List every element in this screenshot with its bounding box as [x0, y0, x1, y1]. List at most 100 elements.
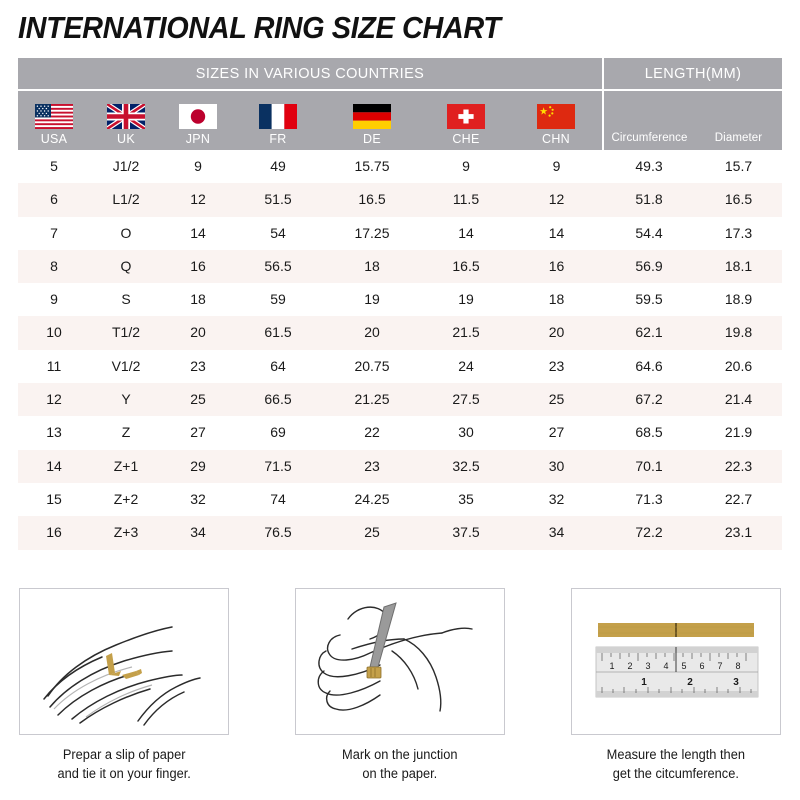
- table-cell: J1/2: [90, 150, 162, 184]
- table-cell: 14: [510, 216, 603, 250]
- table-cell: 21.25: [322, 383, 422, 417]
- table-cell: 35: [422, 482, 510, 517]
- table-cell: 18: [322, 249, 422, 284]
- table-cell: 25: [162, 383, 234, 417]
- col-header-diameter: Diameter: [695, 90, 783, 150]
- caption-line-2: get the citcumference.: [612, 766, 740, 781]
- instruction-panel-1: Prepar a slip of paper and tie it on you…: [18, 588, 230, 783]
- table-cell: 15: [18, 482, 90, 517]
- table-cell: 20: [162, 316, 234, 350]
- table-cell: 11.5: [422, 183, 510, 217]
- table-cell: 64.6: [603, 349, 695, 384]
- svg-text:1: 1: [641, 677, 647, 688]
- svg-text:3: 3: [645, 661, 650, 671]
- table-cell: 23: [510, 349, 603, 384]
- country-header-row: USA: [18, 90, 783, 150]
- col-header-uk: UK: [90, 90, 162, 150]
- table-cell: 54: [234, 216, 322, 250]
- table-cell: 16.5: [322, 183, 422, 217]
- table-cell: 18: [510, 283, 603, 317]
- table-cell: 54.4: [603, 216, 695, 250]
- table-cell: 69: [234, 416, 322, 450]
- table-cell: 19: [422, 283, 510, 317]
- table-cell: 76.5: [234, 516, 322, 550]
- flag-switzerland-icon: [447, 104, 485, 129]
- table-cell: 56.9: [603, 249, 695, 284]
- table-cell: 18.9: [695, 283, 783, 317]
- table-cell: 29: [162, 449, 234, 483]
- table-cell: Z+1: [90, 449, 162, 483]
- table-cell: 14: [162, 216, 234, 250]
- group-header-sizes: SIZES IN VARIOUS COUNTRIES: [18, 58, 604, 91]
- table-cell: 27: [162, 416, 234, 450]
- table-row: 14 Z+1 29 71.5 23 32.5 30 70.1 22.3: [18, 449, 783, 483]
- table-cell: Z: [90, 416, 162, 450]
- table-cell: 11: [18, 349, 90, 384]
- table-cell: 37.5: [422, 516, 510, 550]
- table-row: 15 Z+2 32 74 24.25 35 32 71.3 22.7: [18, 482, 783, 517]
- svg-text:8: 8: [735, 661, 740, 671]
- caption-line-2: on the paper.: [362, 766, 438, 781]
- table-cell: 21.5: [422, 316, 510, 350]
- size-table-wrapper: SIZES IN VARIOUS COUNTRIES LENGTH(MM): [18, 58, 783, 550]
- table-cell: 14: [18, 449, 90, 483]
- table-cell: T1/2: [90, 316, 162, 350]
- caption-line-1: Mark on the junction: [342, 747, 458, 762]
- table-cell: 20.75: [322, 349, 422, 384]
- col-label-chn: CHN: [542, 132, 570, 146]
- table-cell: 19: [322, 283, 422, 317]
- table-cell: 32: [510, 482, 603, 517]
- table-cell: 64: [234, 349, 322, 384]
- table-cell: 21.9: [695, 416, 783, 450]
- table-cell: 19.8: [695, 316, 783, 350]
- table-cell: 30: [510, 449, 603, 483]
- svg-text:3: 3: [733, 677, 739, 688]
- svg-text:7: 7: [717, 661, 722, 671]
- flag-china-icon: [537, 104, 575, 129]
- table-cell: 59: [234, 283, 322, 317]
- table-cell: 9: [18, 283, 90, 317]
- table-cell: 34: [510, 516, 603, 550]
- table-cell: O: [90, 216, 162, 250]
- table-cell: 22.7: [695, 482, 783, 517]
- instruction-panels: Prepar a slip of paper and tie it on you…: [18, 588, 782, 783]
- table-row: 13 Z 27 69 22 30 27 68.5 21.9: [18, 416, 783, 450]
- table-cell: 49.3: [603, 150, 695, 184]
- flag-uk-icon: [107, 104, 145, 129]
- table-cell: 16: [18, 516, 90, 550]
- svg-text:5: 5: [681, 661, 686, 671]
- table-cell: 71.5: [234, 449, 322, 483]
- table-cell: 74: [234, 482, 322, 517]
- table-cell: 70.1: [603, 449, 695, 483]
- table-cell: 12: [510, 183, 603, 217]
- table-cell: 27: [510, 416, 603, 450]
- instruction-image-1: [19, 588, 229, 735]
- table-cell: 9: [510, 150, 603, 184]
- group-header-length: LENGTH(MM): [603, 58, 783, 91]
- table-cell: Z+3: [90, 516, 162, 550]
- instruction-caption-3: Measure the length then get the citcumfe…: [607, 745, 745, 783]
- table-row: 11 V1/2 23 64 20.75 24 23 64.6 20.6: [18, 349, 783, 384]
- caption-line-1: Measure the length then: [606, 747, 746, 762]
- table-cell: 22: [322, 416, 422, 450]
- instruction-image-2: [295, 588, 505, 735]
- table-cell: 21.4: [695, 383, 783, 417]
- instruction-caption-2: Mark on the junction on the paper.: [342, 745, 457, 783]
- table-cell: 17.3: [695, 216, 783, 250]
- table-cell: 67.2: [603, 383, 695, 417]
- flag-usa-icon: [35, 104, 73, 129]
- table-cell: 68.5: [603, 416, 695, 450]
- table-cell: Q: [90, 249, 162, 284]
- table-cell: 59.5: [603, 283, 695, 317]
- col-label-jpn: JPN: [185, 132, 211, 146]
- table-cell: 25: [322, 516, 422, 550]
- table-cell: 22.3: [695, 449, 783, 483]
- table-cell: 24.25: [322, 482, 422, 517]
- table-cell: 23: [162, 349, 234, 384]
- table-header: SIZES IN VARIOUS COUNTRIES LENGTH(MM): [18, 58, 783, 150]
- flag-germany-icon: [353, 104, 391, 129]
- table-cell: 71.3: [603, 482, 695, 517]
- table-cell: 34: [162, 516, 234, 550]
